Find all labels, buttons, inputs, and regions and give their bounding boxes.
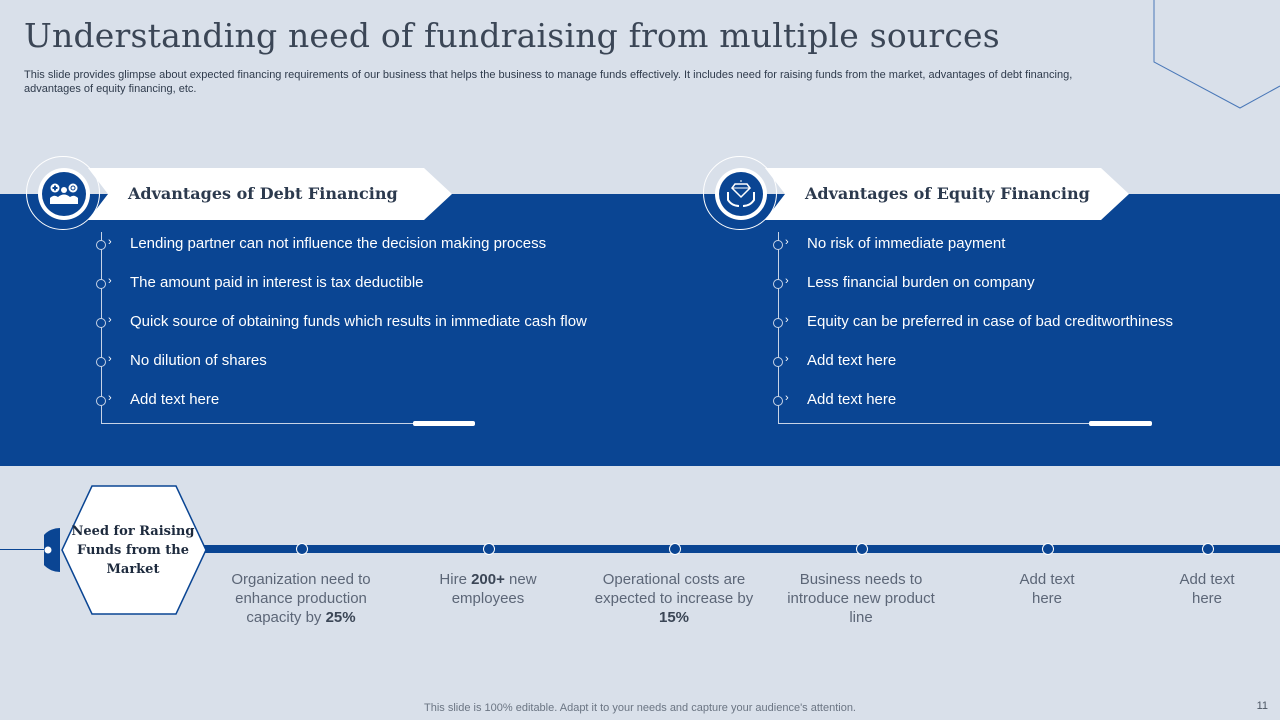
timeline-dot (856, 543, 868, 555)
timeline-point-text: Organization need to enhance production … (231, 571, 371, 626)
chevron-right-icon: › (108, 353, 112, 365)
bullet-dot (96, 240, 106, 250)
chevron-right-icon: › (785, 392, 789, 404)
debt-badge (26, 156, 100, 230)
timeline-dot (1042, 543, 1054, 555)
chevron-right-icon: › (108, 314, 112, 326)
bullet-dot (96, 318, 106, 328)
timeline-point-text: Add text here (1019, 571, 1075, 607)
page-title: Understanding need of fundraising from m… (24, 16, 1000, 55)
timeline-dot (296, 543, 308, 555)
equity-heading-tab: Advantages of Equity Financing (765, 168, 1129, 220)
timeline-point-text: Operational costs are expected to increa… (594, 571, 754, 626)
timeline-point-text: Hire 200+ new employees (439, 571, 537, 607)
equity-list-baseline (778, 423, 1091, 424)
bullet-dot (773, 357, 783, 367)
equity-heading: Advantages of Equity Financing (805, 184, 1090, 203)
bullet-dot (96, 396, 106, 406)
chevron-right-icon: › (108, 392, 112, 404)
debt-list-rail (101, 232, 102, 424)
chevron-right-icon: › (785, 275, 789, 287)
debt-list-bar (413, 421, 475, 426)
hexagon-decoration (1153, 0, 1280, 109)
chevron-right-icon: › (108, 275, 112, 287)
bullet-dot (773, 279, 783, 289)
chevron-right-icon: › (785, 353, 789, 365)
bullet-dot (96, 357, 106, 367)
footer-note: This slide is 100% editable. Adapt it to… (424, 702, 856, 714)
bullet-dot (96, 279, 106, 289)
timeline-point-text: Business needs to introduce new product … (787, 571, 935, 626)
timeline-dot (483, 543, 495, 555)
chevron-right-icon: › (108, 236, 112, 248)
page-subtitle: This slide provides glimpse about expect… (24, 69, 1073, 95)
chevron-right-icon: › (785, 314, 789, 326)
equity-list-rail (778, 232, 779, 424)
timeline-hexagon (44, 485, 207, 615)
timeline-dot (669, 543, 681, 555)
bullet-dot (773, 240, 783, 250)
debt-heading-tab: Advantages of Debt Financing (88, 168, 452, 220)
equity-list-bar (1089, 421, 1152, 426)
business-people-icon (42, 172, 86, 216)
debt-heading: Advantages of Debt Financing (128, 184, 398, 203)
debt-list-baseline (101, 423, 414, 424)
advantages-band (0, 194, 1280, 466)
timeline-dot (1202, 543, 1214, 555)
bullet-dot (773, 318, 783, 328)
timeline-lead-line (0, 549, 45, 550)
diamond-hands-icon (719, 172, 763, 216)
page-number: 11 (1256, 700, 1268, 712)
timeline-point-text: Add text here (1179, 571, 1235, 607)
bullet-dot (773, 396, 783, 406)
timeline-hexagon-label: Need for Raising Funds from the Market (71, 523, 195, 577)
equity-badge (703, 156, 777, 230)
chevron-right-icon: › (785, 236, 789, 248)
